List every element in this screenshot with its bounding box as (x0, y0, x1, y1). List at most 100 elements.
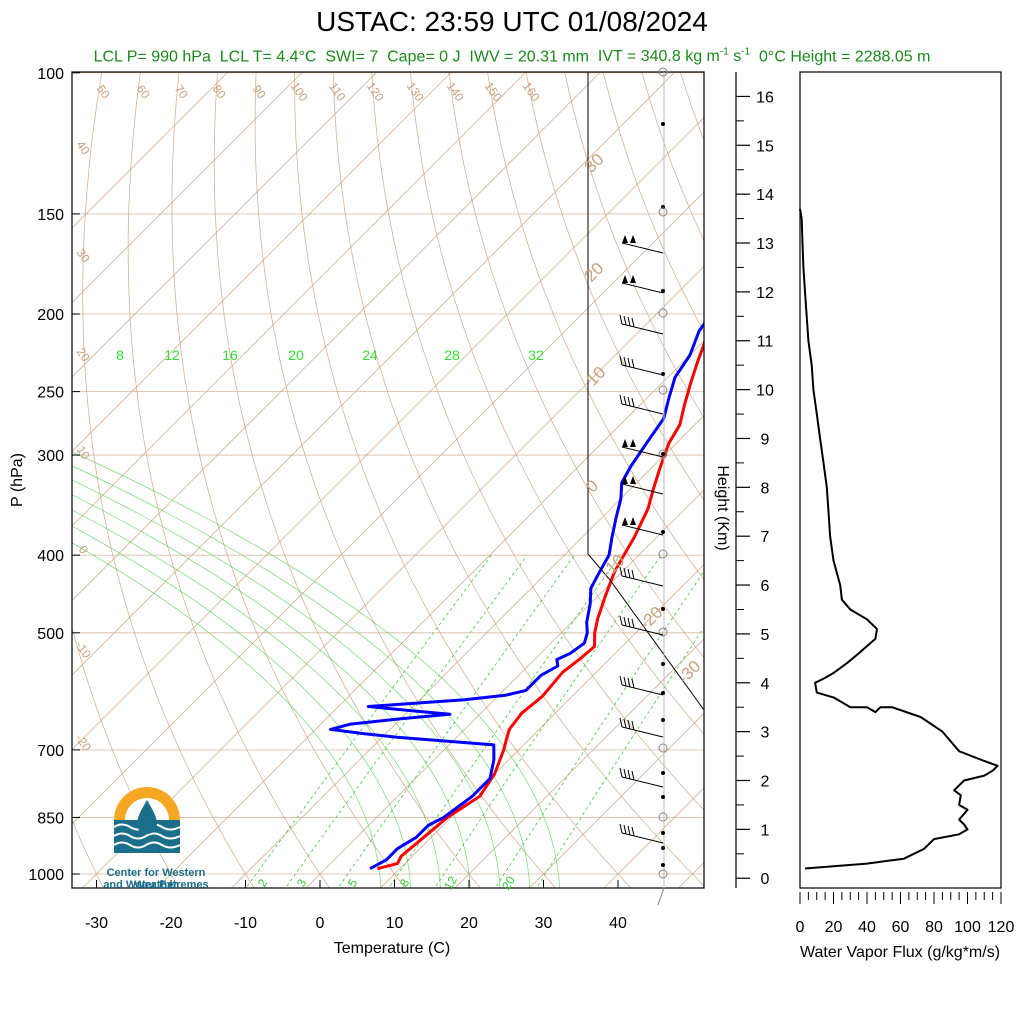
y-tick-label: 500 (37, 626, 64, 643)
wind-level-dot (661, 607, 665, 611)
y-tick-label: 150 (37, 207, 64, 224)
height-tick-label: 7 (761, 529, 770, 546)
temperature-line (377, 339, 704, 871)
wind-barb-flag (622, 439, 628, 447)
isotherm-line (379, 563, 704, 888)
moist-adiabat-line (72, 479, 501, 888)
dewpoint-line (329, 321, 704, 871)
wind-barb-tick (619, 675, 623, 686)
moist-adiabat-line (72, 525, 411, 888)
height-tick-label: 14 (756, 187, 774, 204)
flux-tick-label: 80 (925, 919, 943, 936)
isotherm-line (305, 489, 704, 888)
height-tick-label: 9 (761, 431, 770, 448)
moist-adiabat-line (72, 451, 560, 888)
wind-barb-tick (619, 314, 623, 325)
mixing-ratio-line (494, 570, 704, 888)
isotherm-line (72, 72, 527, 527)
isotherm-line (230, 414, 704, 888)
dry-adiabat-line (127, 72, 331, 888)
wind-level-circle (658, 207, 668, 217)
wind-barb-tick (627, 568, 631, 579)
height-tick-label: 0 (761, 871, 770, 888)
x-tick-label: 10 (386, 915, 404, 932)
wind-level-circle (658, 869, 668, 879)
wind-barb-shaft (621, 403, 664, 415)
skew-t-frame (71, 71, 705, 889)
wind-level-dot (661, 662, 665, 666)
cw3e-logo (113, 787, 181, 853)
x-tick-label: 40 (609, 915, 627, 932)
y-tick-label: 850 (37, 810, 64, 827)
flux-tick-label: 60 (892, 919, 910, 936)
isotherm-line (72, 72, 304, 304)
logo-text-line2: and Water Extremes (103, 879, 209, 891)
height-axis-title: Height (Km) (714, 465, 731, 550)
isotherm-line (81, 265, 704, 888)
x-tick-label: 20 (460, 915, 478, 932)
dry-adiabat-label: 50 (94, 82, 113, 101)
wind-barb-shaft (621, 483, 664, 495)
dry-adiabat-line (707, 36, 1024, 891)
wind-barb-tick (623, 824, 627, 835)
isotherm-line (72, 116, 704, 751)
y-tick-label: 250 (37, 385, 64, 402)
skew-t-series (329, 321, 704, 871)
wind-level-circle (658, 743, 668, 753)
wind-barb-shaft (621, 323, 664, 335)
mixing-ratio-label: 28 (444, 347, 460, 363)
isotherm-line (72, 191, 704, 825)
wind-barb-tick (631, 720, 635, 731)
dry-adiabat-label: 70 (172, 82, 191, 101)
isotherm-line (72, 72, 676, 676)
wind-barb-tick (631, 678, 635, 689)
mixing-ratio-label: 32 (528, 347, 544, 363)
wind-level-dot (661, 452, 665, 456)
isotherm-label: 0 (582, 476, 602, 496)
height-tick-label: 2 (761, 774, 770, 791)
isotherm-label: 0 (76, 543, 91, 557)
height-tick-label: 15 (756, 138, 774, 155)
isotherm-line (72, 72, 602, 602)
wind-barb-tick (627, 396, 631, 407)
wind-barb-tick (623, 356, 627, 367)
x-tick-label: -20 (159, 915, 182, 932)
dry-adiabat-label: 80 (210, 82, 229, 101)
wind-barb-tick (623, 768, 627, 779)
ivt-value: IVT = 340.8 kg m-1 s-1 (597, 47, 751, 66)
y-tick-label: 1000 (28, 867, 64, 884)
wind-barb-tick (627, 357, 631, 368)
wind-barb-tick (619, 615, 623, 626)
mixing-ratio-label: 20 (288, 347, 304, 363)
dry-adiabat-line (487, 72, 704, 581)
wind-level-dot (661, 718, 665, 722)
flux-line (799, 208, 999, 870)
wind-barb-shaft (621, 282, 664, 294)
mixing-ratio-line (245, 554, 492, 888)
iwv-value: IWV = 20.31 mm (469, 48, 589, 66)
x-axis-title: Temperature (C) (334, 940, 450, 957)
wind-barb-flag (622, 517, 628, 525)
wind-barb-tick (631, 770, 635, 781)
y-tick-label: 300 (37, 448, 64, 465)
wind-barb-tick (627, 825, 631, 836)
wind-barb-shaft (621, 524, 664, 536)
chart-subtitle: LCL P= 990 hPa LCL T= 4.4°C SWI= 7 Cape=… (0, 47, 1024, 66)
wind-barb-tick (627, 617, 631, 628)
wind-level-circle (658, 449, 668, 459)
mixing-ratio-line (285, 554, 528, 888)
isotherm-label: 30 (581, 150, 608, 177)
flux-tick-label: 0 (796, 919, 805, 936)
wind-barb-flag (630, 439, 636, 447)
isotherm-label: 20 (581, 259, 608, 286)
wind-barb-flag (630, 476, 636, 484)
wind-barb-tick (627, 316, 631, 327)
wind-barb-shaft (621, 364, 664, 376)
height-tick-label: 4 (761, 676, 770, 693)
dry-adiabat-line (72, 819, 104, 888)
y-tick-label: 400 (37, 548, 64, 565)
wind-barb-tick (619, 355, 623, 366)
wind-barb-tick (631, 358, 635, 369)
y-axis-title: P (hPa) (9, 453, 26, 507)
